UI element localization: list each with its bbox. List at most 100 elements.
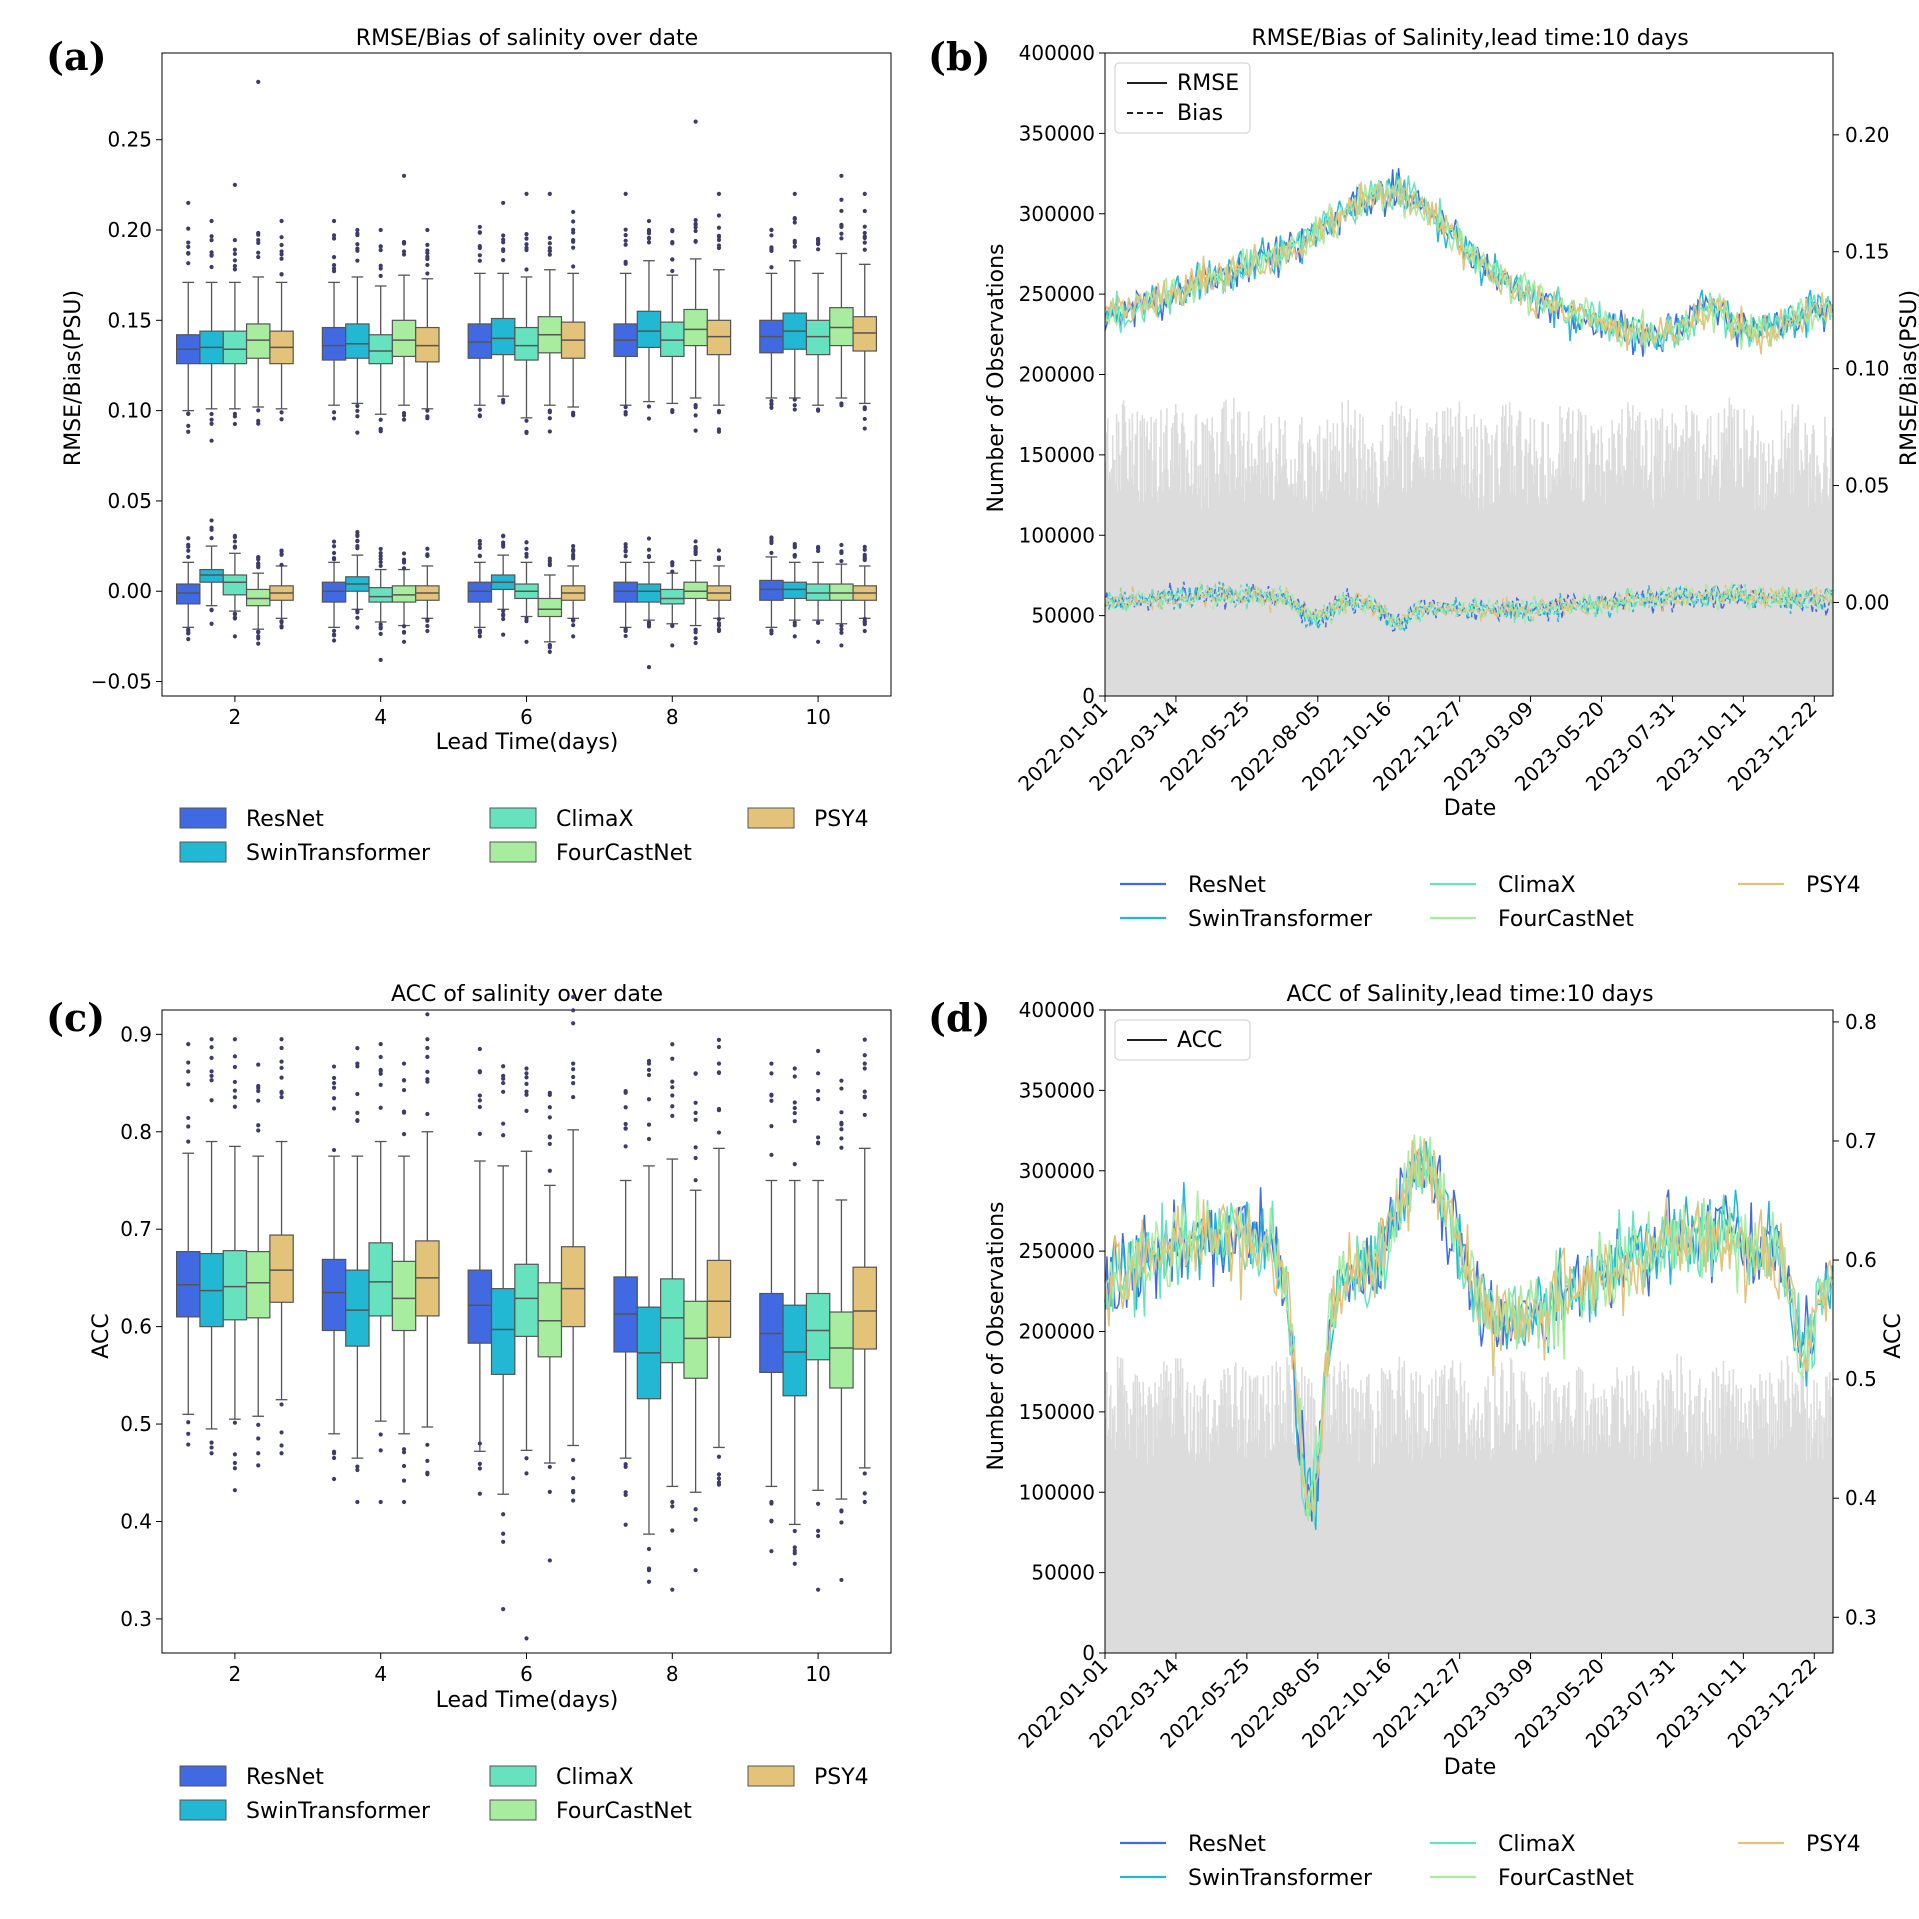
observation-bar (1427, 1432, 1429, 1653)
observation-bar (1685, 1432, 1687, 1653)
observation-bar (1334, 1408, 1337, 1653)
observation-bar (1670, 1374, 1673, 1653)
observation-bar (1828, 499, 1830, 696)
observation-bar (1723, 1417, 1726, 1653)
outlier-point (693, 1110, 698, 1115)
observation-bar (1365, 470, 1367, 696)
observation-bar (1610, 470, 1612, 696)
outlier-point (186, 1124, 191, 1129)
outlier-point (670, 1042, 675, 1047)
observation-bar (1351, 1388, 1353, 1653)
observation-bar (1177, 1371, 1180, 1653)
observation-bar (1359, 1411, 1361, 1653)
outlier-point (331, 1085, 337, 1090)
outlier-point (209, 417, 214, 422)
chart-d-xlabel: Date (1444, 1755, 1497, 1780)
outlier-point (623, 1105, 628, 1110)
outlier-point (839, 1110, 844, 1115)
observation-bar (1767, 443, 1770, 696)
outlier-point (378, 657, 383, 662)
observation-bar (1322, 1388, 1325, 1653)
observation-bar (1649, 1462, 1652, 1653)
observation-bar (1157, 1404, 1159, 1653)
outlier-point (670, 1499, 675, 1505)
outlier-point (186, 1442, 191, 1447)
observation-bar (1449, 1368, 1452, 1653)
observation-bar (1506, 452, 1509, 696)
outlier-point (256, 561, 261, 567)
outlier-point (378, 244, 383, 249)
observation-bar (1552, 461, 1554, 696)
outlier-point (571, 1008, 576, 1013)
observation-bar (1759, 495, 1761, 696)
observation-bar (1220, 1379, 1222, 1653)
observation-bar (1196, 1395, 1199, 1653)
observation-bar (1732, 467, 1735, 696)
observation-bar (1723, 408, 1726, 696)
outlier-point (524, 242, 529, 247)
observation-bar (1808, 1417, 1810, 1653)
box-fourcastnet (537, 1282, 563, 1358)
observation-bar (1415, 430, 1417, 696)
observation-bar (1239, 1390, 1242, 1653)
observation-bar (1223, 401, 1225, 696)
observation-bar (1525, 1391, 1528, 1653)
outlier-point (524, 236, 529, 241)
observation-bar (1430, 469, 1432, 696)
observation-bar (1411, 480, 1413, 696)
observation-bar (1657, 1379, 1660, 1653)
outlier-point (279, 620, 284, 625)
chart-c-title: ACC of salinity over date (391, 982, 663, 1007)
observation-bar (1378, 1464, 1381, 1653)
observation-bar (1215, 473, 1217, 696)
observation-bar (1467, 429, 1470, 696)
observation-bar (1442, 1374, 1445, 1653)
observation-bar (1784, 420, 1787, 696)
observation-bar (1256, 1375, 1259, 1653)
outlier-point (670, 1587, 675, 1592)
outlier-point (670, 1504, 675, 1509)
observation-bar (1335, 474, 1338, 696)
box-swintransformer (782, 581, 808, 600)
legend-label-fourcastnet: FourCastNet (1498, 1866, 1634, 1891)
observation-bar (1385, 475, 1388, 696)
observation-bar (1335, 1419, 1338, 1653)
observation-bar (1686, 411, 1688, 696)
observation-bar (1108, 471, 1111, 696)
observation-bar (1830, 1396, 1832, 1653)
observation-bar (1538, 503, 1541, 696)
observation-bar (1330, 463, 1333, 696)
observation-bar (1433, 1418, 1435, 1653)
observation-bar (1519, 411, 1522, 696)
outlier-point (646, 1061, 652, 1066)
outlier-point (331, 550, 337, 556)
observation-bar (1624, 1427, 1626, 1653)
observation-bar (1408, 1417, 1411, 1653)
observation-bar (1537, 1455, 1540, 1653)
observation-bar (1652, 1404, 1655, 1653)
outlier-point (477, 245, 482, 251)
box-fourcastnet (245, 1251, 271, 1319)
observation-bar (1169, 1416, 1171, 1653)
outlier-point (477, 553, 482, 558)
observation-bar (1421, 470, 1423, 696)
outlier-point (355, 1467, 360, 1473)
outlier-point (623, 259, 628, 264)
observation-bar (1387, 456, 1390, 696)
observation-bar (1406, 1410, 1409, 1653)
observation-bar (1574, 1410, 1577, 1653)
legend-label-resnet: ResNet (1188, 873, 1266, 898)
legend-label-climax: ClimaX (556, 1765, 634, 1790)
observation-bar (1303, 480, 1306, 696)
outlier-point (401, 1078, 407, 1083)
observation-bar (1694, 451, 1696, 696)
observation-bar (1830, 448, 1832, 696)
observation-bar (1621, 1381, 1623, 1653)
observation-bar (1392, 1435, 1395, 1653)
observation-bar (1677, 451, 1679, 696)
outlier-point (693, 1155, 698, 1161)
outlier-point (186, 548, 191, 553)
observation-bar (1563, 1385, 1565, 1653)
outlier-point (425, 1077, 430, 1082)
observation-bar (1689, 439, 1691, 696)
